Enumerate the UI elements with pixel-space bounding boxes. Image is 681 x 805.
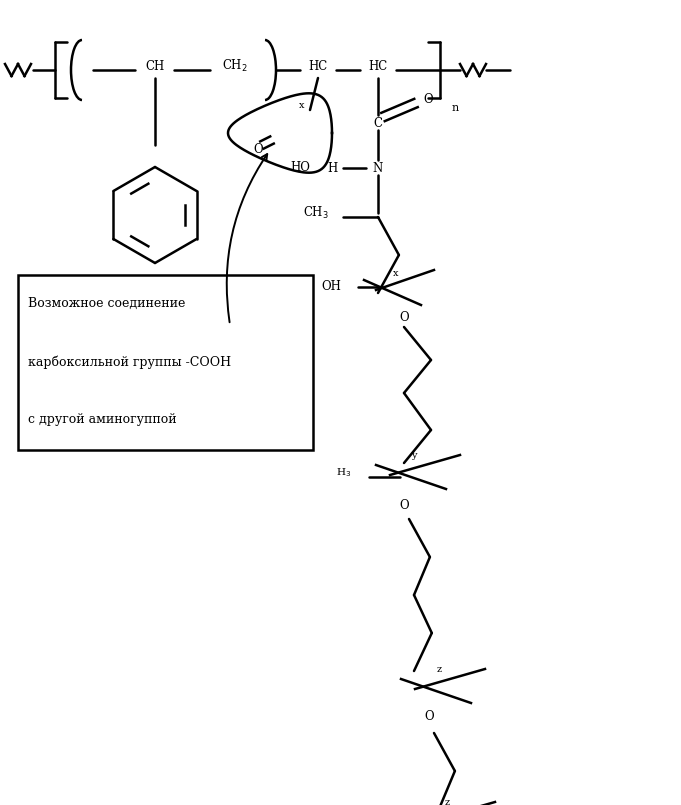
Text: HO: HO [290, 160, 310, 174]
Text: HC: HC [368, 60, 387, 72]
Text: H: H [327, 162, 337, 175]
Text: H$_3$: H$_3$ [336, 467, 351, 480]
FancyBboxPatch shape [18, 275, 313, 450]
Text: O: O [253, 142, 263, 155]
Text: O: O [399, 311, 409, 324]
Text: OH: OH [321, 280, 341, 294]
Text: HC: HC [308, 60, 328, 72]
Text: CH$_3$: CH$_3$ [303, 205, 329, 221]
Text: z: z [437, 664, 441, 674]
Text: n: n [452, 103, 458, 113]
Text: y: y [411, 451, 417, 460]
Text: O: O [423, 93, 433, 105]
Text: z: z [445, 798, 449, 805]
Text: x: x [299, 101, 305, 109]
Text: CH$_2$: CH$_2$ [222, 58, 248, 74]
Text: x: x [393, 269, 399, 278]
Text: CH: CH [145, 60, 165, 72]
Text: C: C [373, 117, 383, 130]
Text: карбоксильной группы -COOH: карбоксильной группы -COOH [28, 355, 231, 369]
Text: Возможное соединение: Возможное соединение [28, 297, 185, 310]
Text: O: O [399, 498, 409, 511]
Text: N: N [373, 162, 383, 175]
Text: O: O [424, 709, 434, 723]
Text: с другой аминогуппой: с другой аминогуппой [28, 413, 176, 426]
